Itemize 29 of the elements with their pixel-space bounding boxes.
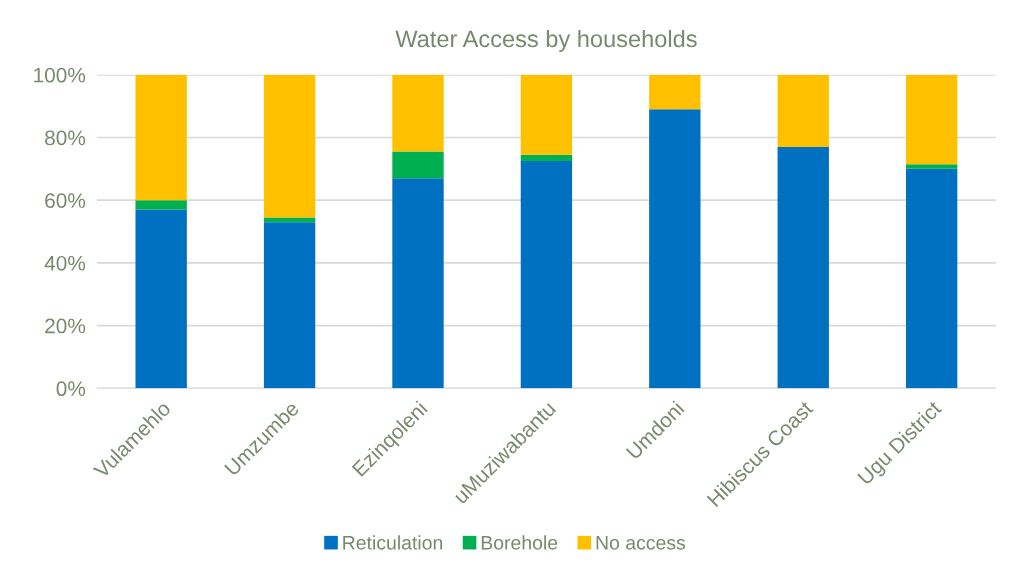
chart-title: Water Access by households [395, 29, 697, 52]
legend-label: No access [596, 536, 686, 550]
bar [135, 74, 187, 201]
y-tick-label: 20% [45, 318, 86, 334]
bar [905, 168, 958, 389]
y-tick-label: 40% [44, 255, 86, 271]
bar [135, 200, 187, 210]
bar [263, 222, 316, 389]
y-tick-label: 0% [56, 381, 86, 397]
bar [520, 154, 573, 162]
bar [520, 74, 573, 155]
y-tick-label: 80% [45, 130, 86, 146]
bar [649, 74, 701, 110]
bar [135, 209, 187, 389]
bar [392, 74, 444, 152]
legend-label: Borehole [481, 535, 558, 550]
bar [777, 146, 829, 389]
bar [392, 178, 444, 389]
bar [263, 74, 316, 218]
y-tick-label: 60% [45, 193, 86, 208]
legend-label: Reticulation [343, 535, 443, 550]
bar [520, 161, 573, 389]
bar [905, 164, 958, 169]
bar [263, 217, 316, 223]
bar [905, 74, 958, 165]
bar [649, 109, 701, 389]
y-tick-label: 100% [34, 67, 86, 83]
bar [392, 151, 444, 179]
bar [777, 74, 829, 147]
